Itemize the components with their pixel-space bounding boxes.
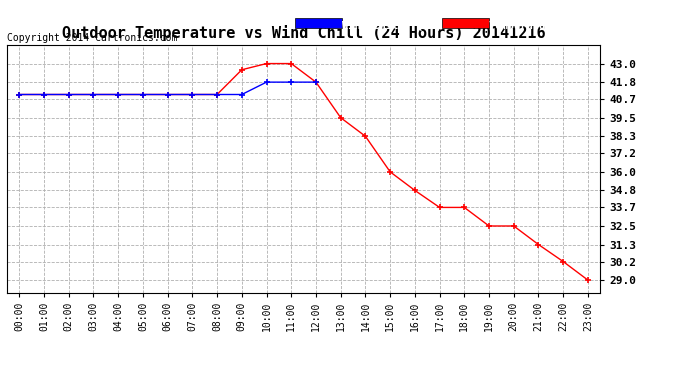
Text: Copyright 2014 Cartronics.com: Copyright 2014 Cartronics.com bbox=[7, 33, 177, 42]
Legend: Wind Chill  (°F), Temperature  (°F): Wind Chill (°F), Temperature (°F) bbox=[295, 21, 595, 31]
Title: Outdoor Temperature vs Wind Chill (24 Hours) 20141216: Outdoor Temperature vs Wind Chill (24 Ho… bbox=[62, 25, 545, 41]
